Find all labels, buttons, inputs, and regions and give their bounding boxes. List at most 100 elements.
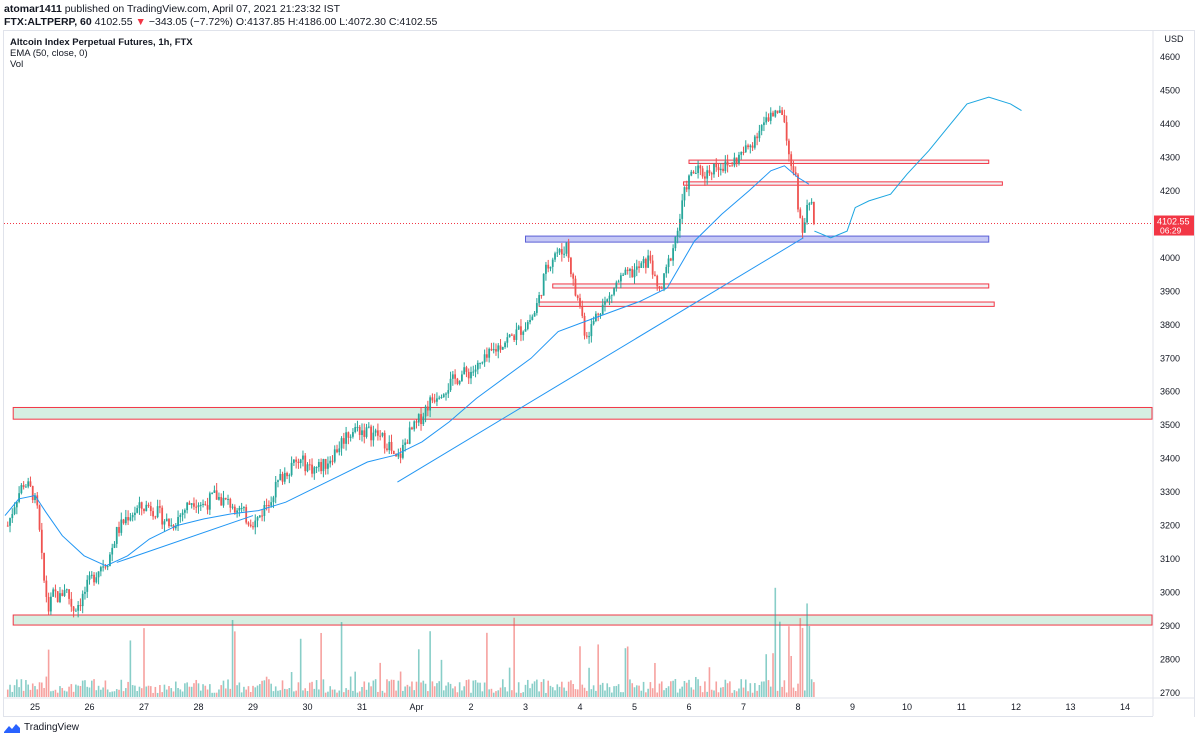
volume-bar bbox=[465, 680, 468, 697]
candle-body bbox=[756, 136, 759, 139]
candle-body bbox=[654, 274, 656, 276]
zone-green-0[interactable] bbox=[12, 406, 1153, 420]
candle-body bbox=[18, 493, 21, 502]
volume-bar bbox=[379, 662, 381, 697]
candle-body bbox=[685, 187, 688, 190]
volume-bar bbox=[115, 689, 118, 697]
candle-body bbox=[719, 168, 722, 171]
candle-body bbox=[524, 328, 527, 332]
candle-body bbox=[336, 449, 338, 453]
tradingview-logo-icon bbox=[4, 723, 20, 733]
candle-body bbox=[399, 453, 402, 458]
candle-body bbox=[629, 269, 631, 271]
candle-body bbox=[245, 507, 248, 523]
candle-body bbox=[61, 593, 64, 596]
volume-bar bbox=[804, 690, 806, 697]
volume-bar bbox=[311, 681, 313, 697]
volume-bar bbox=[77, 685, 79, 697]
volume-bar bbox=[774, 587, 777, 697]
time-tick-label: 13 bbox=[1065, 702, 1075, 712]
candle-body bbox=[497, 345, 500, 352]
volume-bar bbox=[31, 683, 34, 697]
candle-body bbox=[551, 259, 554, 267]
volume-bar bbox=[708, 667, 711, 697]
volume-bar bbox=[238, 682, 241, 697]
candle-body bbox=[422, 416, 425, 425]
volume-bar bbox=[220, 685, 223, 697]
volume-bar bbox=[343, 692, 345, 697]
candle-body bbox=[635, 266, 638, 270]
legend-volume[interactable]: Vol bbox=[10, 59, 24, 70]
volume-bar bbox=[633, 687, 636, 697]
volume-bar bbox=[293, 691, 295, 697]
candle-body bbox=[744, 145, 747, 153]
candle-body bbox=[163, 521, 166, 525]
candle-body bbox=[86, 579, 89, 592]
candle-body bbox=[208, 493, 211, 510]
trendline-1[interactable] bbox=[116, 515, 254, 563]
volume-bar bbox=[354, 671, 356, 697]
volume-bar bbox=[438, 681, 441, 697]
candle-body bbox=[810, 202, 813, 204]
volume-bar bbox=[206, 689, 209, 697]
volume-bar bbox=[642, 681, 645, 697]
low-value: 4072.30 bbox=[347, 16, 386, 28]
candle-body bbox=[63, 590, 66, 596]
candle-body bbox=[240, 507, 243, 509]
legend-ema[interactable]: EMA (50, close, 0) bbox=[10, 48, 88, 59]
volume-bar bbox=[676, 692, 679, 697]
volume-bar bbox=[327, 691, 329, 697]
candle-body bbox=[774, 110, 777, 117]
volume-bar bbox=[504, 687, 506, 697]
candle-body bbox=[626, 269, 629, 271]
candle-body bbox=[531, 316, 534, 320]
volume-bar bbox=[163, 684, 166, 697]
time-tick-label: 8 bbox=[795, 702, 800, 712]
zone-blue-2[interactable] bbox=[525, 235, 990, 243]
volume-bar bbox=[22, 690, 25, 697]
volume-bar bbox=[592, 685, 595, 697]
candle-body bbox=[320, 462, 323, 472]
candle-body bbox=[483, 354, 486, 363]
candle-body bbox=[136, 508, 139, 513]
last-price-badge-value: 4102.55 bbox=[1157, 217, 1190, 227]
ema-line[interactable] bbox=[4, 165, 810, 567]
volume-bar bbox=[751, 692, 754, 697]
volume-bar bbox=[445, 685, 447, 697]
zone-red-6[interactable] bbox=[688, 159, 990, 164]
volume-bar bbox=[143, 628, 145, 697]
candle-body bbox=[417, 414, 420, 423]
zone-red-3[interactable] bbox=[552, 283, 990, 289]
candle-body bbox=[38, 505, 41, 530]
volume-bar bbox=[601, 682, 604, 697]
volume-bar bbox=[665, 687, 668, 697]
candle-body bbox=[295, 459, 298, 462]
candle-body bbox=[72, 606, 75, 611]
projection-curve[interactable] bbox=[814, 96, 1022, 239]
volume-bar bbox=[322, 679, 325, 697]
candle-body bbox=[190, 503, 193, 505]
candle-body bbox=[81, 593, 84, 607]
volume-bar bbox=[515, 692, 518, 697]
candle-body bbox=[413, 421, 416, 430]
time-tick-label: 29 bbox=[248, 702, 258, 712]
candle-body bbox=[613, 288, 615, 295]
volume-bar bbox=[783, 680, 786, 697]
candle-body bbox=[331, 460, 334, 462]
candle-body bbox=[390, 441, 393, 451]
candle-body bbox=[604, 301, 606, 305]
volume-bar bbox=[497, 690, 500, 697]
zone-red-5[interactable] bbox=[683, 181, 1003, 186]
candle-body bbox=[22, 485, 25, 488]
trendline-0[interactable] bbox=[397, 237, 804, 483]
candle-body bbox=[672, 248, 675, 261]
volume-bar bbox=[36, 689, 39, 697]
volume-bar bbox=[604, 690, 606, 697]
candle-body bbox=[499, 345, 502, 350]
candle-body bbox=[801, 218, 804, 233]
zone-red-4[interactable] bbox=[538, 301, 995, 307]
chart-frame bbox=[3, 30, 1195, 717]
zone-green-1[interactable] bbox=[12, 614, 1153, 626]
author-name[interactable]: atomar1411 bbox=[4, 3, 62, 15]
